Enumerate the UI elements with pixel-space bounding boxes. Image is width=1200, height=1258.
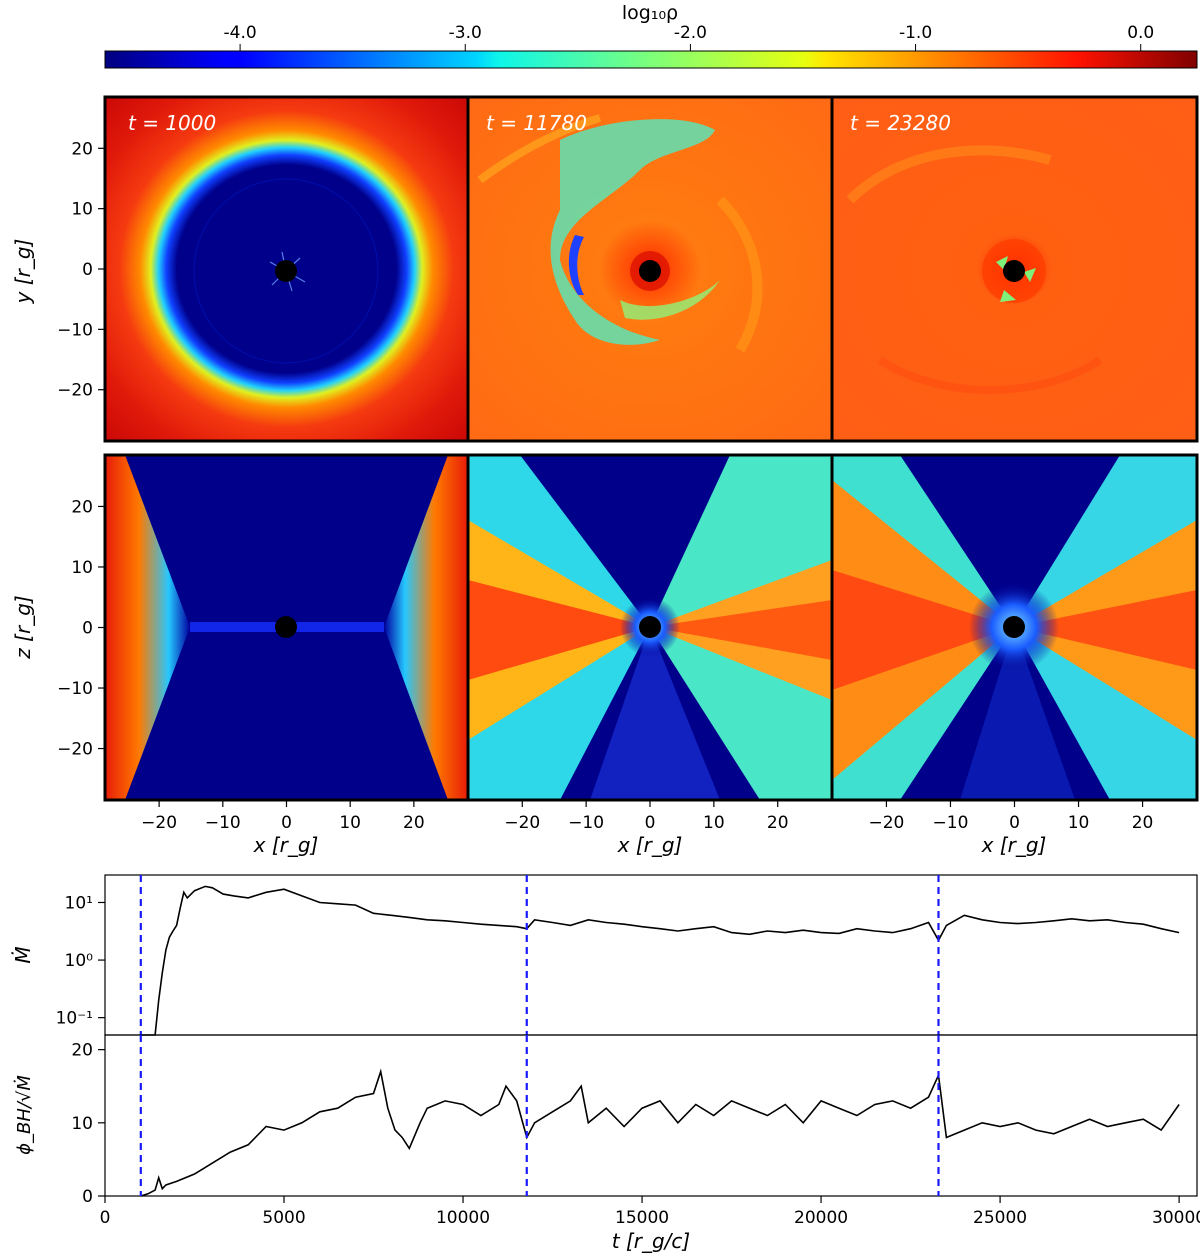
panel-xtick-label: −20 — [504, 813, 540, 833]
mdot-plot: 10⁻¹ 10⁰ 10¹ Ṁ — [11, 874, 1198, 1036]
panel-xz-t11780 — [466, 453, 834, 802]
black-hole — [639, 260, 661, 282]
black-hole — [1003, 260, 1025, 282]
phi-xtick-label: 30000 — [1152, 1208, 1200, 1228]
time-label-1: t = 1000 — [128, 111, 216, 135]
panel-xtick-label: 0 — [1009, 813, 1020, 833]
panel-xtick-label: 0 — [281, 813, 292, 833]
black-hole — [1003, 616, 1025, 638]
panel-xtick-label: −20 — [868, 813, 904, 833]
panel-ytick-label: −10 — [57, 320, 93, 340]
time-label-3: t = 23280 — [850, 111, 951, 135]
panel-xtick-label: 20 — [1132, 813, 1154, 833]
panel-xtick-label: −10 — [568, 813, 604, 833]
colorbar-gradient — [104, 50, 1198, 69]
panel-xz-t23280 — [830, 453, 1199, 802]
phi-plot: 0 10 20 0 5000 10000 15000 20000 25000 30000 ϕ_BH… — [14, 1034, 1200, 1253]
panel-axes: −20 −10 0 10 20 −20 −10 0 10 20 −20 −10 0 10 20 −20 −10 0… — [57, 139, 1153, 833]
panel-ytick-label: 0 — [82, 260, 93, 280]
panel-xtick-label: −20 — [141, 813, 177, 833]
phi-xtick-label: 10000 — [436, 1208, 490, 1228]
row2-ylabel: z [r_g] — [11, 595, 35, 659]
time-label-2: t = 11780 — [486, 111, 587, 135]
panel-xtick-label: 20 — [767, 813, 789, 833]
panel-ytick-label: 10 — [71, 200, 93, 220]
panel-ytick-label: −20 — [57, 381, 93, 401]
panel-ytick-label: 10 — [71, 558, 93, 578]
colorbar-tick-label: -1.0 — [899, 23, 932, 43]
colorbar-ticks: -4.0 -3.0 -2.0 -1.0 0.0 — [224, 23, 1154, 51]
panel-xtick-label: 10 — [703, 813, 725, 833]
phi-ytick-label: 10 — [71, 1114, 93, 1134]
xlabel-col3: x [r_g] — [981, 833, 1047, 857]
phi-ytick-label: 20 — [71, 1041, 93, 1061]
time-xlabel: t [r_g/c] — [612, 1229, 690, 1253]
panel-xtick-label: −10 — [205, 813, 241, 833]
xlabel-col2: x [r_g] — [617, 833, 683, 857]
panel-ytick-label: −10 — [57, 679, 93, 699]
panel-ytick-label: 20 — [71, 139, 93, 159]
phi-xtick-label: 5000 — [262, 1208, 305, 1228]
black-hole — [275, 616, 297, 638]
colorbar-label: log₁₀ρ — [622, 2, 678, 24]
phi-xtick-label: 0 — [100, 1208, 111, 1228]
mdot-series-line — [140, 885, 1180, 1036]
black-hole — [275, 260, 297, 282]
panel-xz-t1000 — [103, 453, 470, 802]
mdot-layer: 10⁻¹ 10⁰ 10¹ — [56, 875, 1180, 1036]
panel-xtick-label: 0 — [645, 813, 656, 833]
panel-xy-t1000 — [103, 95, 470, 443]
panel-ytick-label: −20 — [57, 740, 93, 760]
black-hole — [639, 616, 661, 638]
row1-ylabel: y [r_g] — [11, 239, 35, 305]
panel-xtick-label: −10 — [933, 813, 969, 833]
colorbar-tick-label: -3.0 — [449, 23, 482, 43]
colorbar-tick-label: 0.0 — [1127, 23, 1154, 43]
panel-xy-t11780 — [466, 95, 834, 443]
phi-ytick-label: 0 — [82, 1187, 93, 1207]
phi-xtick-label: 25000 — [973, 1208, 1027, 1228]
colorbar-tick-label: -4.0 — [224, 23, 257, 43]
phi-xtick-label: 20000 — [794, 1208, 848, 1228]
phi-xtick-label: 15000 — [615, 1208, 669, 1228]
panel-ytick-label: 0 — [82, 619, 93, 639]
panel-ytick-label: 20 — [71, 497, 93, 517]
colorbar: log₁₀ρ -4.0 -3.0 -2.0 -1.0 0.0 — [104, 2, 1198, 69]
xlabel-col1: x [r_g] — [253, 833, 319, 857]
mdot-ylabel: Ṁ — [11, 946, 35, 963]
mdot-ytick-label: 10⁻¹ — [56, 1009, 93, 1029]
phi-ylabel: ϕ_BH/√Ṁ — [14, 1075, 35, 1155]
panel-xtick-label: 20 — [403, 813, 425, 833]
phi-series-line — [140, 1068, 1180, 1197]
colorbar-tick-label: -2.0 — [674, 23, 707, 43]
panel-xy-t23280 — [830, 95, 1199, 443]
phi-layer: 0 10 20 0 5000 10000 15000 20000 25000 30000 — [71, 1035, 1200, 1228]
mdot-ytick-label: 10¹ — [65, 893, 93, 913]
mdot-ytick-label: 10⁰ — [65, 951, 94, 971]
panel-xtick-label: 10 — [339, 813, 361, 833]
panel-xtick-label: 10 — [1068, 813, 1090, 833]
